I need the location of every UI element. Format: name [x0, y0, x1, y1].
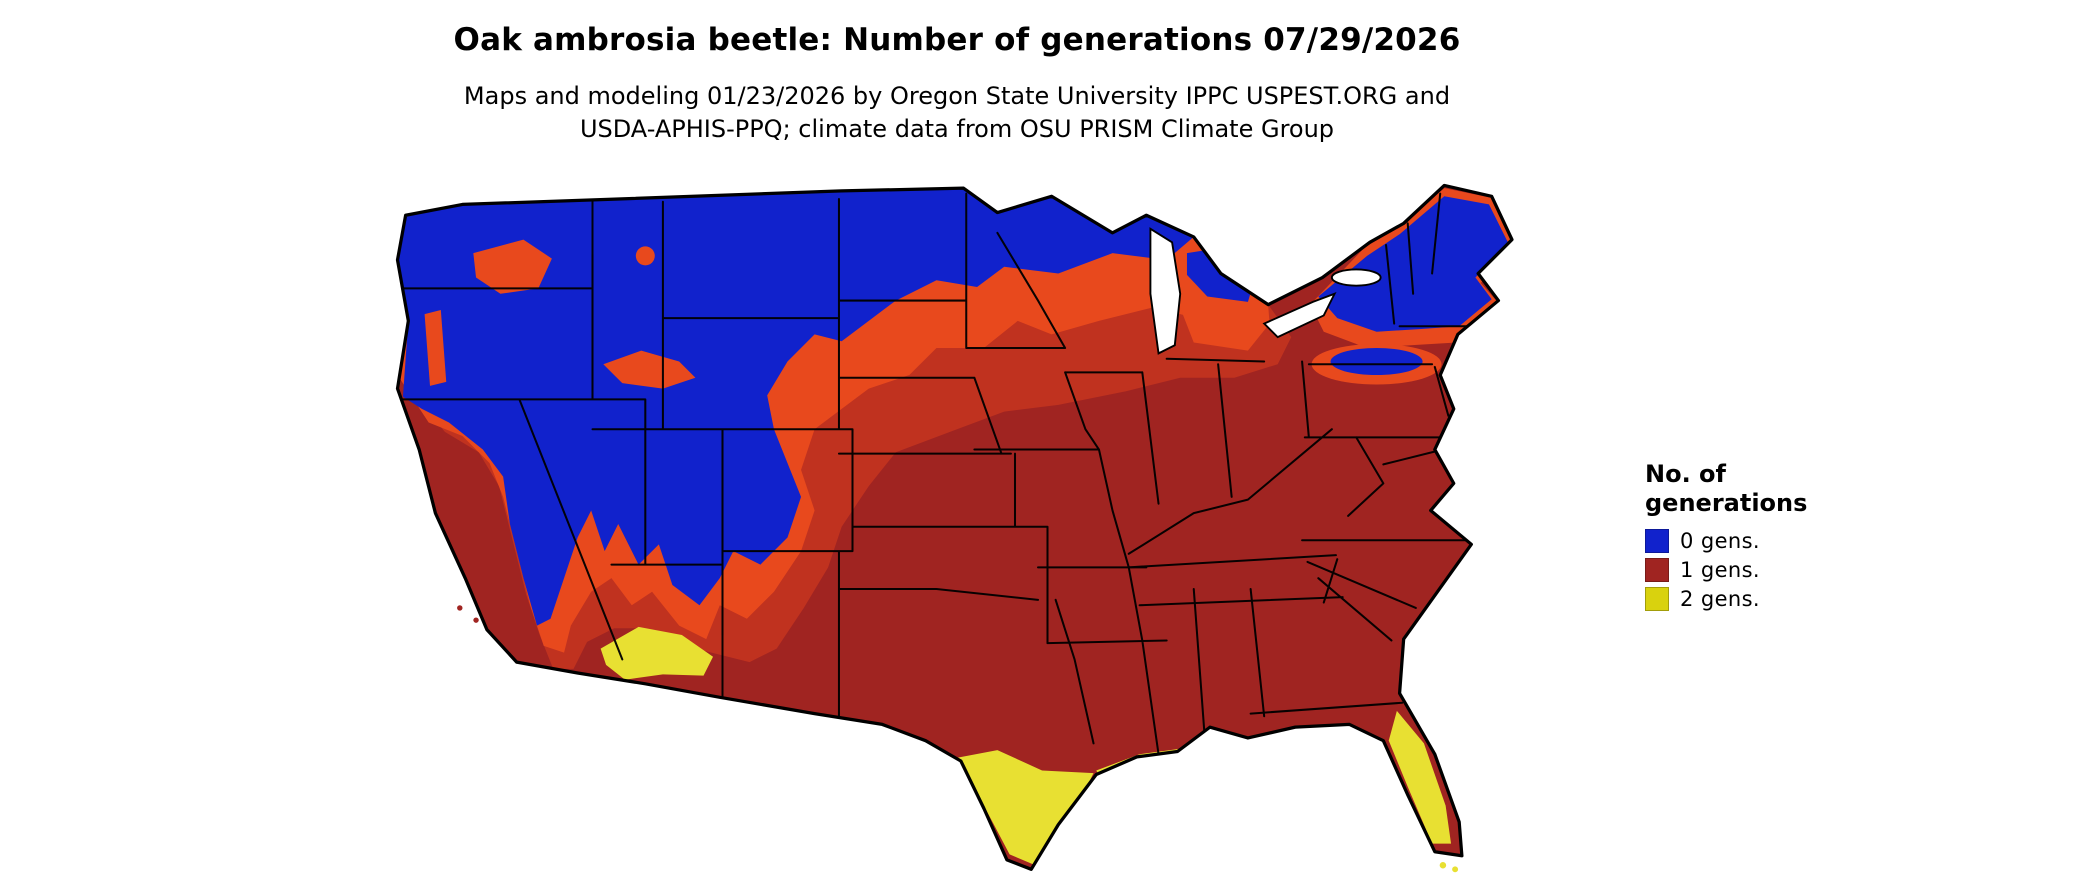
offshore-islands — [457, 605, 1459, 873]
legend-title: No. of generations — [1645, 460, 1807, 519]
region-zero-generations-northeast — [1318, 196, 1508, 332]
subtitle-line-1: Maps and modeling 01/23/2026 by Oregon S… — [463, 82, 1451, 110]
lake-ontario — [1330, 268, 1382, 287]
figure-subtitle: Maps and modeling 01/23/2026 by Oregon S… — [0, 80, 1914, 146]
region-orange-willamette-valley — [424, 310, 447, 386]
us-outline — [395, 183, 1514, 871]
region-orange-snake-river-plain — [603, 350, 696, 389]
florida-keys-dot — [1452, 866, 1459, 873]
legend-label-2-gens: 2 gens. — [1680, 586, 1761, 611]
region-zero-generations-main — [397, 188, 1194, 626]
us-generations-map — [300, 158, 1600, 890]
legend-swatch-2-gens — [1645, 586, 1669, 611]
legend: No. of generations 0 gens. 1 gens. 2 gen… — [1645, 460, 1807, 616]
subtitle-line-2: USDA-APHIS-PPQ; climate data from OSU PR… — [579, 115, 1335, 144]
legend-title-line-2: generations — [1645, 489, 1808, 518]
legend-title-line-1: No. of — [1645, 460, 1726, 488]
lake-michigan — [1149, 227, 1182, 355]
state-boundaries-east — [1127, 192, 1477, 715]
legend-item-2-gens: 2 gens. — [1645, 586, 1807, 611]
map-svg — [395, 183, 1514, 873]
state-boundaries-central — [837, 192, 1266, 756]
region-zero-generations-appalachians — [1330, 347, 1423, 376]
legend-item-0-gens: 0 gens. — [1645, 528, 1807, 553]
state-boundaries — [399, 192, 1477, 756]
region-orange-montana-valley — [635, 246, 655, 266]
lake-erie — [1262, 292, 1337, 339]
figure-title: Oak ambrosia beetle: Number of generatio… — [453, 22, 1461, 58]
map-fill-layers — [397, 185, 1512, 870]
region-two-generations-south-texas — [947, 750, 1094, 866]
region-orange-columbia-basin — [473, 239, 552, 294]
lake-huron — [1214, 221, 1260, 248]
legend-swatch-1-gens — [1645, 557, 1669, 582]
florida-keys-dot — [1439, 861, 1447, 869]
legend-swatch-0-gens — [1645, 528, 1669, 553]
state-boundaries-west — [399, 197, 854, 718]
region-two-generations-arizona — [600, 626, 714, 680]
legend-label-0-gens: 0 gens. — [1680, 528, 1761, 553]
channel-islands-dot — [457, 605, 463, 611]
legend-label-1-gens: 1 gens. — [1680, 557, 1761, 582]
region-two-generations-florida — [1388, 710, 1452, 844]
channel-islands-dot — [473, 617, 479, 623]
legend-item-1-gens: 1 gens. — [1645, 557, 1807, 582]
